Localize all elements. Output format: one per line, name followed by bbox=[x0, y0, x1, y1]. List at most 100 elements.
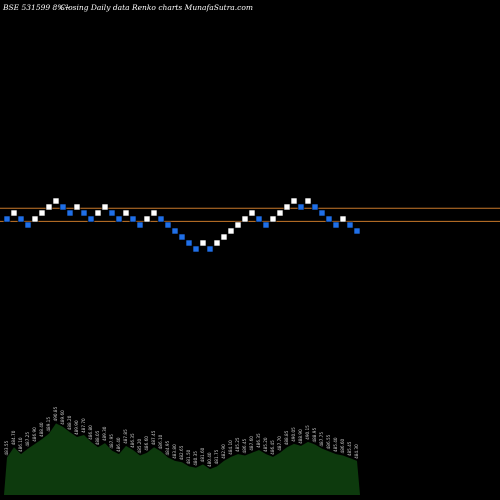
renko-brick-down bbox=[136, 221, 144, 229]
price-label: 489.90 bbox=[74, 420, 79, 435]
renko-brick-down bbox=[66, 209, 74, 217]
symbol-label: BSE 531599 8%~ bbox=[2, 3, 71, 12]
renko-brick-up bbox=[94, 209, 102, 217]
price-label: 481.50 bbox=[186, 449, 191, 464]
price-label: 487.95 bbox=[109, 434, 114, 449]
renko-brick-up bbox=[45, 203, 53, 211]
renko-brick-up bbox=[234, 221, 242, 229]
renko-brick-up bbox=[227, 227, 235, 235]
price-label: 488.20 bbox=[67, 415, 72, 430]
price-label: 485.20 bbox=[263, 437, 268, 452]
price-label: 486.10 bbox=[18, 437, 23, 452]
renko-brick-down bbox=[108, 209, 116, 217]
price-label: 482.90 bbox=[221, 444, 226, 459]
price-label: 486.55 bbox=[326, 434, 331, 449]
renko-brick-up bbox=[38, 209, 46, 217]
price-label: 484.70 bbox=[11, 430, 16, 445]
price-label: 487.85 bbox=[123, 429, 128, 444]
price-label: 484.10 bbox=[228, 440, 233, 455]
renko-brick-up bbox=[290, 197, 298, 205]
price-label: 485.25 bbox=[235, 437, 240, 452]
price-label: 488.40 bbox=[39, 422, 44, 437]
renko-brick-down bbox=[59, 203, 67, 211]
price-label: 488.05 bbox=[95, 430, 100, 445]
renko-brick-up bbox=[150, 209, 158, 217]
renko-brick-down bbox=[255, 215, 263, 223]
price-label: 489.15 bbox=[46, 417, 51, 432]
renko-brick-up bbox=[199, 239, 207, 247]
renko-brick-up bbox=[283, 203, 291, 211]
renko-brick-down bbox=[80, 209, 88, 217]
price-label: 482.65 bbox=[179, 445, 184, 460]
price-label: 480.40 bbox=[207, 452, 212, 467]
price-label: 487.60 bbox=[249, 436, 254, 451]
price-label: 487.75 bbox=[319, 432, 324, 447]
price-label: 486.60 bbox=[340, 438, 345, 453]
renko-brick-down bbox=[318, 209, 326, 217]
renko-brick-up bbox=[304, 197, 312, 205]
renko-brick-up bbox=[220, 233, 228, 241]
price-label: 486.40 bbox=[116, 437, 121, 452]
volume-area-group bbox=[4, 423, 360, 495]
price-label: 487.25 bbox=[25, 432, 30, 447]
price-label: 486.35 bbox=[256, 433, 261, 448]
renko-brick-down bbox=[185, 239, 193, 247]
renko-brick-down bbox=[157, 215, 165, 223]
price-label: 487.70 bbox=[277, 436, 282, 451]
price-label: 484.30 bbox=[354, 444, 359, 459]
renko-brick-down bbox=[171, 227, 179, 235]
price-label: 486.80 bbox=[88, 425, 93, 440]
price-label: 485.45 bbox=[347, 441, 352, 456]
chart-title: Closing Daily data Renko charts MunafaSu… bbox=[60, 3, 253, 12]
renko-brick-down bbox=[87, 215, 95, 223]
price-label: 488.90 bbox=[298, 429, 303, 444]
renko-brick-up bbox=[276, 209, 284, 217]
renko-brick-up bbox=[73, 203, 81, 211]
renko-brick-up bbox=[52, 197, 60, 205]
price-label: 483.55 bbox=[4, 441, 9, 456]
price-label: 490.05 bbox=[291, 427, 296, 442]
price-label: 487.70 bbox=[81, 418, 86, 433]
renko-brick-down bbox=[17, 215, 25, 223]
price-label: 480.35 bbox=[193, 451, 198, 466]
price-label: 486.90 bbox=[32, 427, 37, 442]
renko-brick-down bbox=[262, 221, 270, 229]
price-label: 485.40 bbox=[333, 437, 338, 452]
renko-brick-down bbox=[129, 215, 137, 223]
renko-brick-down bbox=[332, 221, 340, 229]
price-label: 481.75 bbox=[214, 449, 219, 464]
price-label: 489.30 bbox=[102, 426, 107, 441]
price-label: 486.35 bbox=[130, 433, 135, 448]
renko-brick-down bbox=[353, 227, 361, 235]
price-label: 489.60 bbox=[60, 410, 65, 425]
renko-brick-down bbox=[346, 221, 354, 229]
renko-bricks-group bbox=[3, 197, 361, 253]
volume-area bbox=[4, 423, 360, 495]
reference-lines bbox=[0, 207, 500, 222]
price-label: 490.85 bbox=[53, 406, 58, 421]
renko-brick-up bbox=[213, 239, 221, 247]
renko-brick-down bbox=[311, 203, 319, 211]
price-label: 487.45 bbox=[151, 430, 156, 445]
renko-brick-down bbox=[325, 215, 333, 223]
renko-brick-up bbox=[10, 209, 18, 217]
renko-brick-up bbox=[248, 209, 256, 217]
price-label: 483.80 bbox=[172, 444, 177, 459]
renko-brick-up bbox=[269, 215, 277, 223]
renko-brick-up bbox=[339, 215, 347, 223]
price-label: 481.60 bbox=[200, 447, 205, 462]
price-label: 488.85 bbox=[284, 430, 289, 445]
price-label: 486.45 bbox=[242, 438, 247, 453]
renko-brick-up bbox=[241, 215, 249, 223]
renko-brick-down bbox=[115, 215, 123, 223]
price-label: 486.45 bbox=[270, 440, 275, 455]
price-label: 486.60 bbox=[144, 436, 149, 451]
renko-brick-up bbox=[143, 215, 151, 223]
renko-brick-down bbox=[297, 203, 305, 211]
renko-brick-down bbox=[192, 245, 200, 253]
renko-brick-down bbox=[178, 233, 186, 241]
price-label: 485.20 bbox=[137, 438, 142, 453]
price-label: 488.95 bbox=[312, 428, 317, 443]
price-label: 490.15 bbox=[305, 425, 310, 440]
